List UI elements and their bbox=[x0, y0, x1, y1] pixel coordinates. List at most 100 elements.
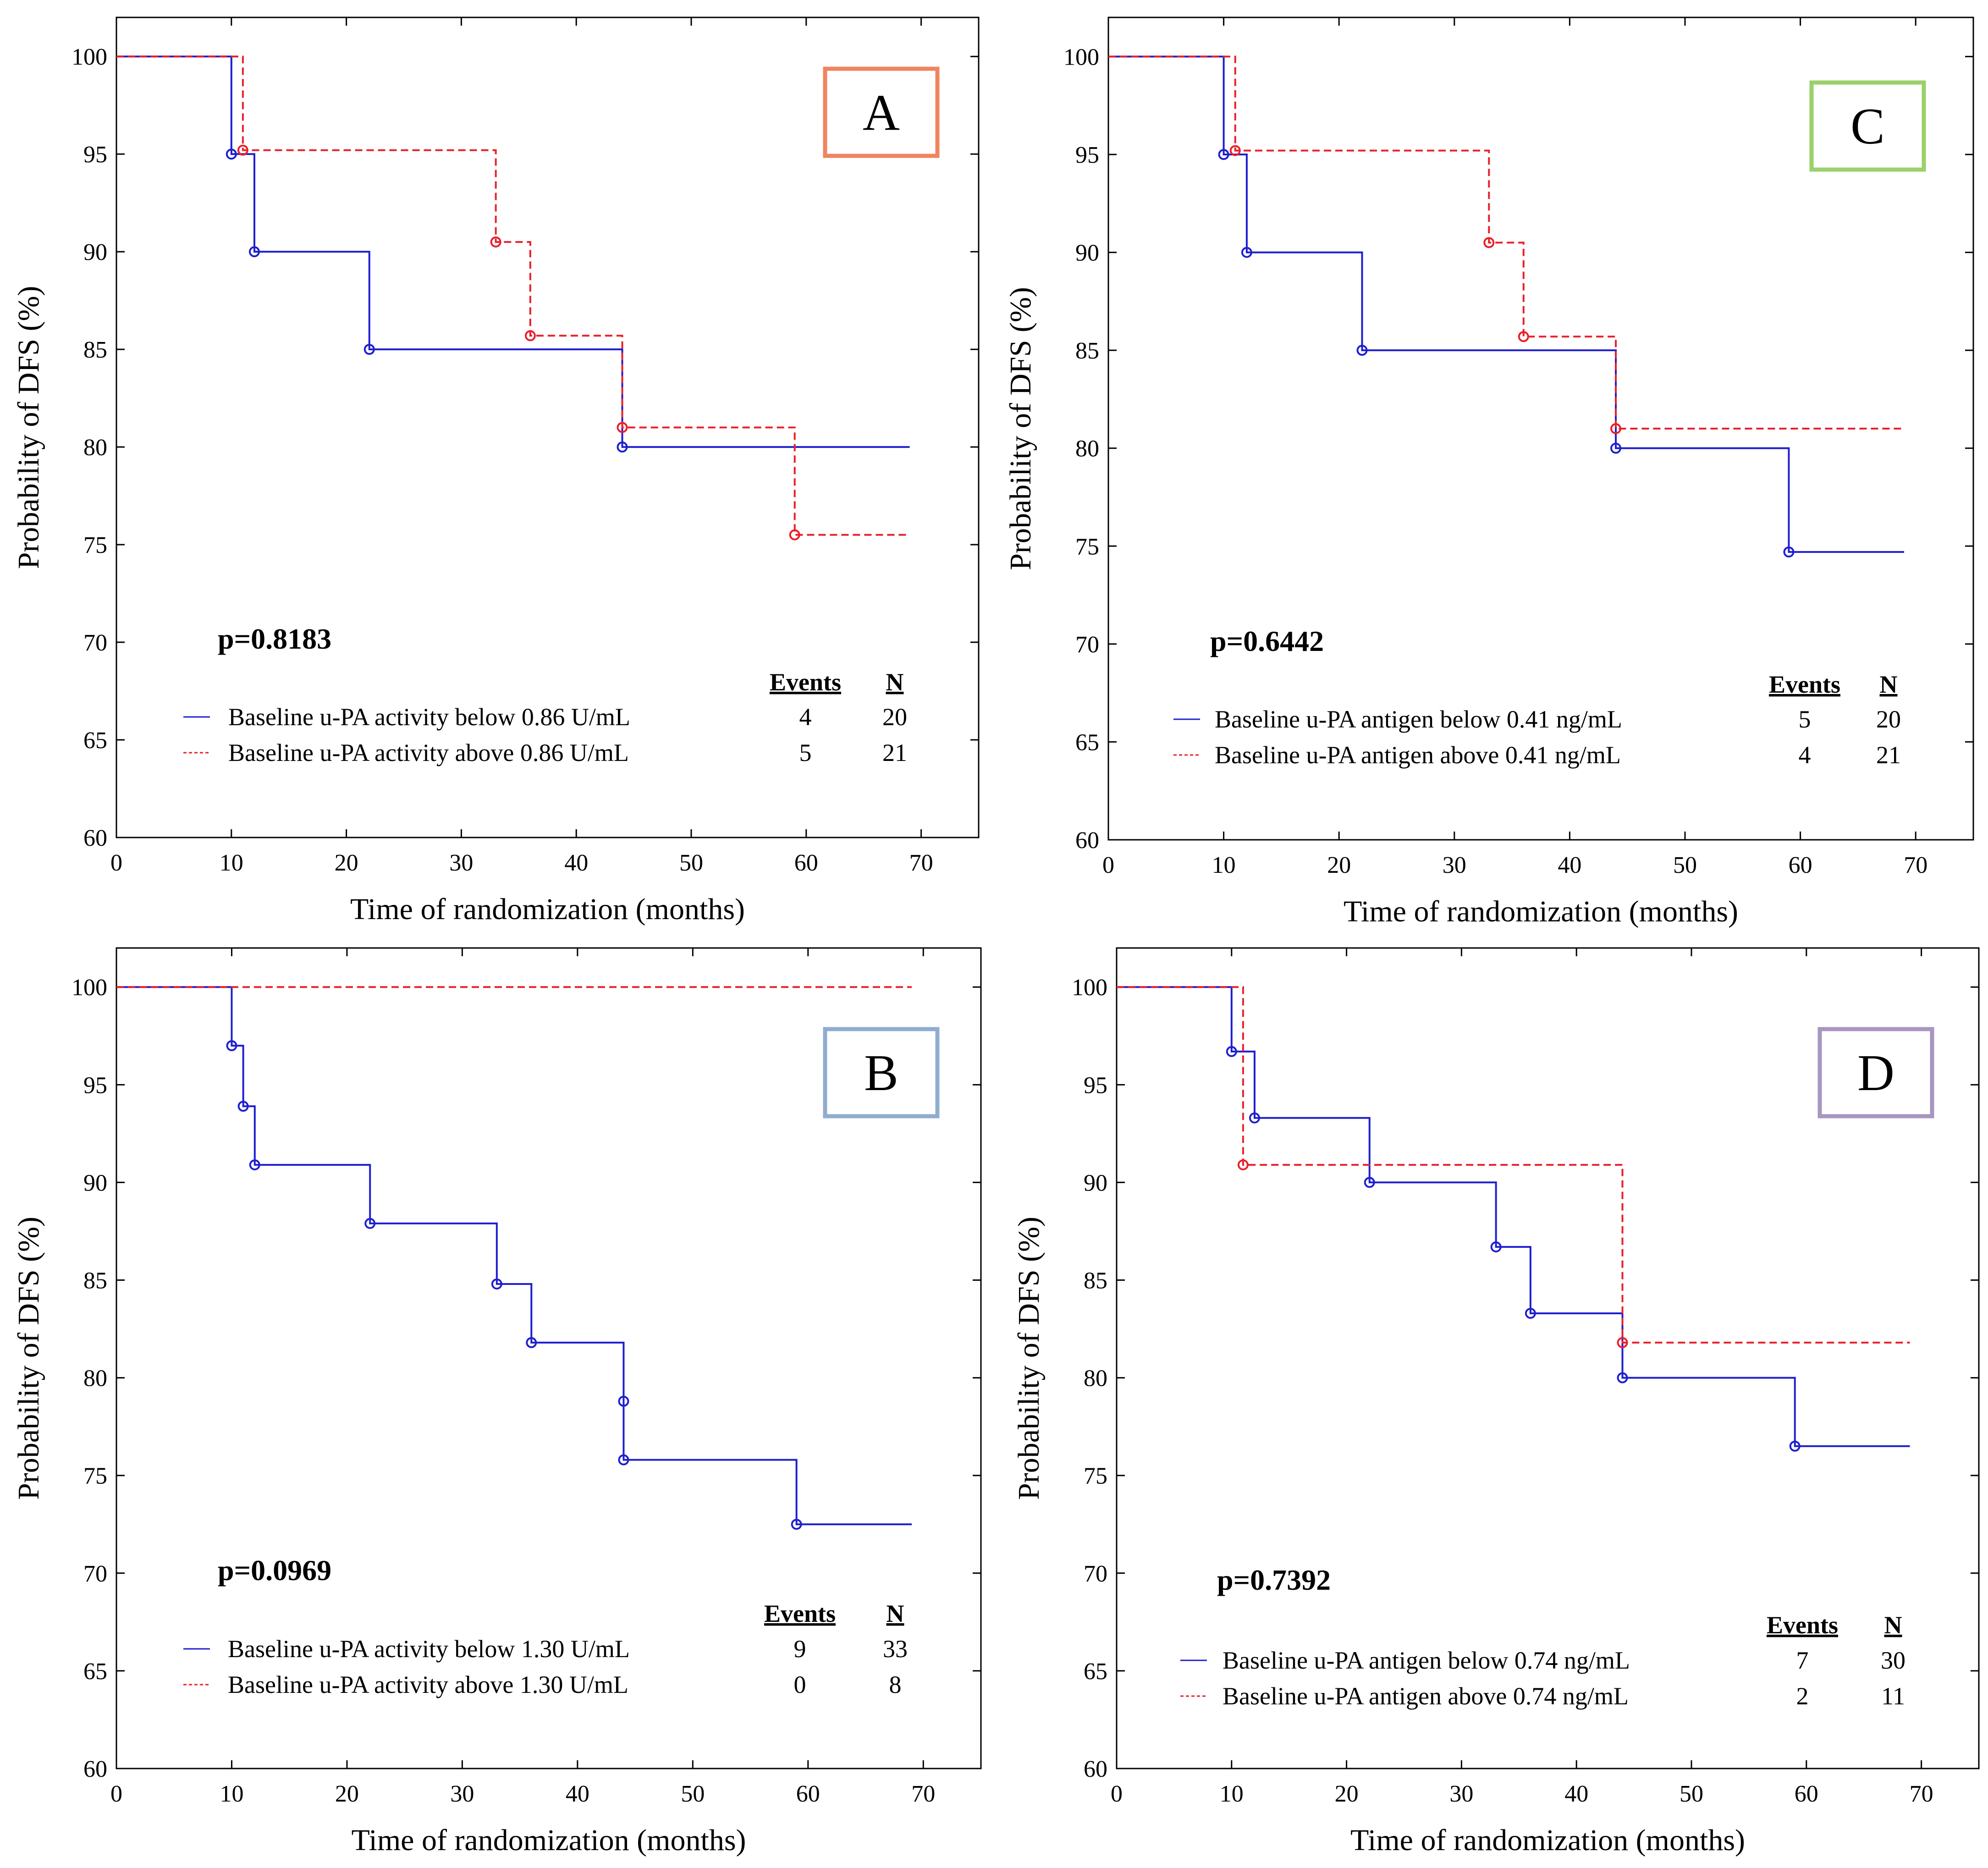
censor-marker bbox=[1617, 1372, 1628, 1383]
km-panel-a: 0 10 20 30 40 50 60 70 60 65 70 75 80 85 90 95 100 Time o… bbox=[12, 17, 980, 926]
censor-marker bbox=[1241, 247, 1252, 258]
panel-label-box bbox=[823, 66, 940, 158]
panel-label: C bbox=[1850, 98, 1885, 155]
censor-marker bbox=[524, 330, 536, 342]
x-tick-label: 70 bbox=[909, 850, 933, 876]
x-tick-label: 40 bbox=[1564, 1781, 1588, 1807]
censor-marker bbox=[1610, 423, 1622, 434]
y-axis-title: Probability of DFS (%) bbox=[1004, 287, 1037, 570]
censor-marker bbox=[1356, 345, 1368, 356]
x-tick-label: 50 bbox=[679, 850, 703, 876]
plot-frame bbox=[116, 947, 982, 1769]
x-tick-label: 0 bbox=[110, 1781, 122, 1807]
y-tick-label: 75 bbox=[83, 532, 107, 558]
y-tick-label: 80 bbox=[1084, 1366, 1107, 1392]
legend-events-header: Events bbox=[770, 668, 841, 696]
x-tick-label: 60 bbox=[794, 850, 818, 876]
censor-marker bbox=[1617, 1337, 1628, 1348]
x-tick-label: 20 bbox=[1327, 852, 1351, 878]
censor-marker bbox=[248, 246, 260, 258]
y-tick-label: 85 bbox=[1075, 338, 1099, 364]
y-axis-title: Probability of DFS (%) bbox=[1012, 1217, 1046, 1500]
censor-marker bbox=[1237, 1159, 1249, 1171]
x-tick-label: 10 bbox=[220, 850, 243, 876]
legend-entry-label: Baseline u-PA antigen below 0.74 ng/mL bbox=[1223, 1647, 1630, 1674]
p-value: p=0.7392 bbox=[1217, 1564, 1331, 1596]
legend-n-header: N bbox=[1880, 671, 1898, 698]
legend-entry-label: Baseline u-PA activity above 1.30 U/mL bbox=[228, 1671, 628, 1698]
y-tick-label: 85 bbox=[83, 337, 107, 363]
x-tick-label: 10 bbox=[1220, 1781, 1244, 1807]
legend-n-value: 20 bbox=[1876, 705, 1901, 733]
legend-events-header: Events bbox=[1769, 671, 1840, 698]
x-tick-label: 40 bbox=[566, 1781, 589, 1807]
y-tick-label: 70 bbox=[1075, 632, 1099, 658]
y-tick-label: 90 bbox=[83, 1170, 107, 1196]
y-tick-label: 70 bbox=[83, 630, 107, 656]
x-tick-label: 50 bbox=[1680, 1781, 1703, 1807]
censor-marker bbox=[226, 149, 237, 160]
x-tick-label: 70 bbox=[911, 1781, 935, 1807]
x-tick-label: 70 bbox=[1910, 1781, 1933, 1807]
y-tick-label: 90 bbox=[1075, 240, 1099, 266]
legend-n-value: 21 bbox=[882, 739, 907, 766]
y-tick-label: 85 bbox=[1084, 1268, 1107, 1294]
legend-events-value: 2 bbox=[1796, 1682, 1809, 1710]
x-axis-title: Time of randomization (months) bbox=[1344, 895, 1738, 928]
x-axis-title: Time of randomization (months) bbox=[352, 1824, 746, 1857]
x-tick-label: 40 bbox=[1558, 852, 1581, 878]
y-tick-label: 65 bbox=[83, 1659, 107, 1685]
x-tick-label: 20 bbox=[1335, 1781, 1359, 1807]
legend-n-header: N bbox=[886, 668, 904, 696]
censor-marker bbox=[249, 1159, 260, 1171]
y-tick-label: 95 bbox=[83, 1072, 107, 1098]
legend-events-value: 5 bbox=[1799, 705, 1811, 733]
legend-events-value: 9 bbox=[794, 1635, 806, 1663]
censor-marker bbox=[1610, 442, 1622, 454]
censor-marker bbox=[226, 1040, 237, 1052]
km-panel-d: 0 10 20 30 40 50 60 70 60 65 70 75 80 85 90 95 100 Time o… bbox=[1012, 947, 1980, 1857]
x-tick-label: 10 bbox=[1212, 852, 1236, 878]
legend-events-value: 5 bbox=[799, 739, 812, 766]
series-line-above bbox=[1117, 986, 1910, 1344]
legend-entry-label: Baseline u-PA antigen above 0.41 ng/mL bbox=[1215, 741, 1621, 769]
legend-entry-label: Baseline u-PA activity below 1.30 U/mL bbox=[228, 1635, 630, 1663]
x-tick-label: 30 bbox=[1443, 852, 1466, 878]
panel-label: B bbox=[864, 1045, 898, 1102]
x-tick-label: 30 bbox=[449, 850, 473, 876]
x-axis-title: Time of randomization (months) bbox=[350, 893, 745, 926]
censor-marker bbox=[618, 1454, 629, 1466]
p-value: p=0.0969 bbox=[218, 1554, 331, 1587]
legend-entry-label: Baseline u-PA activity below 0.86 U/mL bbox=[228, 703, 630, 731]
y-tick-label: 100 bbox=[72, 975, 107, 1001]
censor-marker bbox=[526, 1337, 537, 1348]
y-tick-label: 95 bbox=[83, 142, 107, 168]
censor-marker bbox=[617, 422, 628, 433]
x-tick-label: 40 bbox=[564, 850, 588, 876]
censor-marker bbox=[618, 1395, 629, 1407]
censor-marker bbox=[237, 144, 248, 156]
censor-marker bbox=[1483, 237, 1495, 248]
y-tick-label: 80 bbox=[83, 1366, 107, 1392]
y-tick-label: 60 bbox=[83, 1756, 107, 1782]
legend-events-header: Events bbox=[1767, 1611, 1838, 1639]
x-tick-label: 30 bbox=[450, 1781, 474, 1807]
legend-n-header: N bbox=[1884, 1611, 1902, 1639]
x-axis-title: Time of randomization (months) bbox=[1350, 1824, 1745, 1857]
plot-frame bbox=[116, 17, 980, 838]
y-tick-label: 100 bbox=[1063, 44, 1099, 70]
censor-marker bbox=[364, 1218, 376, 1229]
legend-entry-label: Baseline u-PA activity above 0.86 U/mL bbox=[228, 739, 629, 766]
censor-marker bbox=[1518, 331, 1529, 342]
y-tick-label: 60 bbox=[1084, 1756, 1107, 1782]
censor-marker bbox=[791, 1519, 802, 1530]
series-line-above bbox=[1108, 55, 1905, 430]
y-tick-label: 90 bbox=[83, 239, 107, 265]
plot-frame bbox=[1107, 17, 1974, 841]
panel-label-box bbox=[823, 1027, 940, 1119]
censor-marker bbox=[491, 1278, 502, 1290]
x-tick-label: 10 bbox=[220, 1781, 243, 1807]
x-tick-label: 70 bbox=[1904, 852, 1927, 878]
legend-n-value: 33 bbox=[883, 1635, 908, 1663]
